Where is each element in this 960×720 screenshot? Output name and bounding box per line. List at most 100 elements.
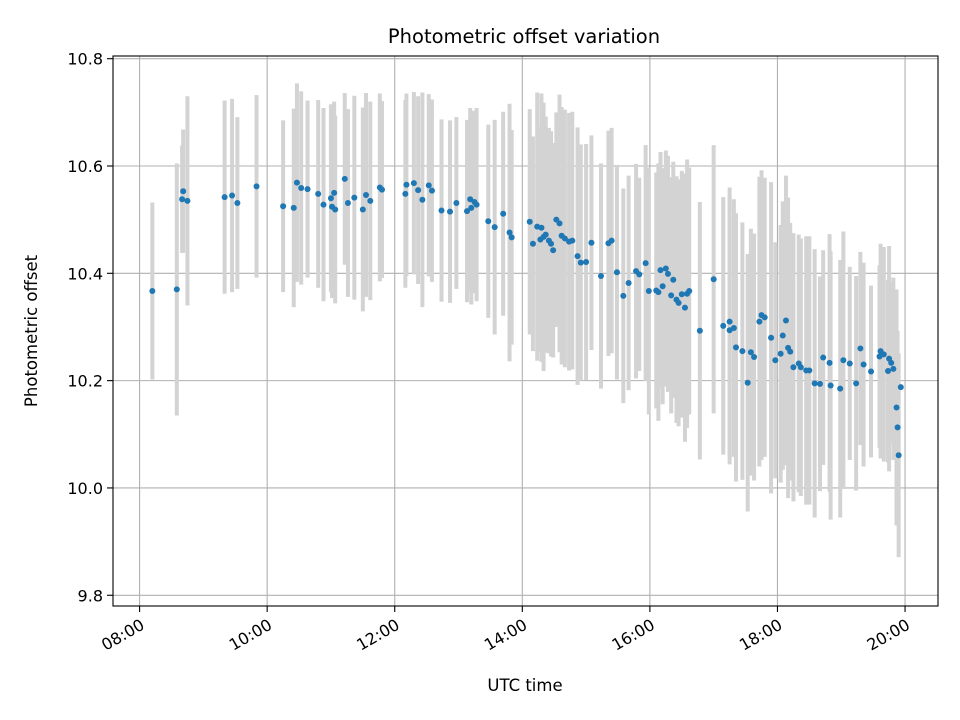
data-point <box>782 317 789 324</box>
y-tick-label: 10.6 <box>67 157 103 176</box>
data-point <box>331 189 338 196</box>
data-point <box>890 365 897 372</box>
data-point <box>756 318 763 325</box>
data-point <box>538 224 545 231</box>
data-point <box>542 231 549 238</box>
data-point <box>577 259 584 266</box>
data-point <box>485 218 492 225</box>
data-point <box>415 187 422 194</box>
data-point <box>751 354 758 361</box>
data-point <box>837 385 844 392</box>
data-point <box>885 367 892 374</box>
data-point <box>657 267 664 274</box>
data-point <box>645 288 652 295</box>
data-point <box>419 196 426 203</box>
data-point <box>857 345 864 352</box>
data-point <box>820 354 827 361</box>
data-point <box>438 207 445 214</box>
data-point <box>179 196 186 203</box>
plot-frame <box>112 55 939 607</box>
data-point <box>747 349 754 356</box>
data-point <box>710 276 717 283</box>
data-point <box>378 186 385 193</box>
data-point <box>359 206 366 213</box>
data-point <box>468 204 475 211</box>
data-point <box>655 289 662 296</box>
data-point <box>664 270 671 277</box>
data-point <box>772 357 779 364</box>
chart-title: Photometric offset variation <box>388 25 660 48</box>
y-tick-label: 10.2 <box>67 372 103 391</box>
data-point <box>320 201 327 208</box>
data-point <box>826 359 833 366</box>
data-point <box>816 380 823 387</box>
data-point <box>529 240 536 247</box>
data-point <box>642 260 649 267</box>
data-point <box>726 318 733 325</box>
data-point <box>526 218 533 225</box>
data-point <box>574 253 581 260</box>
data-point <box>846 360 853 367</box>
data-point <box>290 204 297 211</box>
data-point <box>221 194 228 201</box>
y-axis-ticks: 9.8 10.0 10.2 10.4 10.6 10.8 <box>67 50 113 605</box>
data-point <box>797 364 804 371</box>
data-point <box>613 269 620 276</box>
data-point <box>402 190 409 197</box>
data-point <box>491 224 498 231</box>
data-point <box>779 332 786 339</box>
data-point <box>500 210 507 217</box>
data-point <box>344 200 351 207</box>
data-point <box>827 382 834 389</box>
y-axis-title: Photometric offset <box>22 254 41 407</box>
data-point <box>234 200 241 207</box>
data-point <box>806 367 813 374</box>
data-point <box>173 286 180 293</box>
data-point <box>363 191 370 198</box>
data-point <box>840 357 847 364</box>
y-tick-label: 10.0 <box>67 479 103 498</box>
data-point <box>730 325 737 332</box>
data-point <box>733 344 740 351</box>
data-point <box>293 179 300 186</box>
data-point <box>893 404 900 411</box>
y-tick-label: 10.4 <box>67 264 103 283</box>
data-point <box>853 380 860 387</box>
data-point <box>894 424 901 431</box>
data-point <box>341 175 348 182</box>
data-point <box>410 180 417 187</box>
data-point <box>868 368 875 375</box>
data-point <box>506 229 513 236</box>
data-point <box>548 240 555 247</box>
data-point <box>670 276 677 283</box>
data-point <box>588 239 595 246</box>
data-point <box>550 247 557 254</box>
data-point <box>280 203 287 210</box>
data-point <box>678 291 685 298</box>
data-point <box>787 348 794 355</box>
data-point <box>180 188 187 195</box>
data-point <box>790 364 797 371</box>
data-point <box>608 237 615 244</box>
y-tick-label: 10.8 <box>67 50 103 69</box>
data-point <box>327 195 334 202</box>
data-point <box>184 197 191 204</box>
data-point <box>681 304 688 311</box>
data-point <box>897 384 904 391</box>
data-point <box>403 181 410 188</box>
data-point <box>569 237 576 244</box>
data-point <box>464 208 471 215</box>
data-point <box>561 235 568 242</box>
data-point <box>895 452 902 459</box>
data-point <box>597 273 604 279</box>
data-point <box>811 380 818 387</box>
data-point <box>662 265 669 272</box>
data-point <box>636 271 643 278</box>
data-point <box>508 234 515 241</box>
data-point <box>768 334 775 341</box>
data-point <box>556 220 563 227</box>
data-point <box>428 187 435 194</box>
data-point <box>668 292 675 299</box>
data-point <box>351 194 358 201</box>
